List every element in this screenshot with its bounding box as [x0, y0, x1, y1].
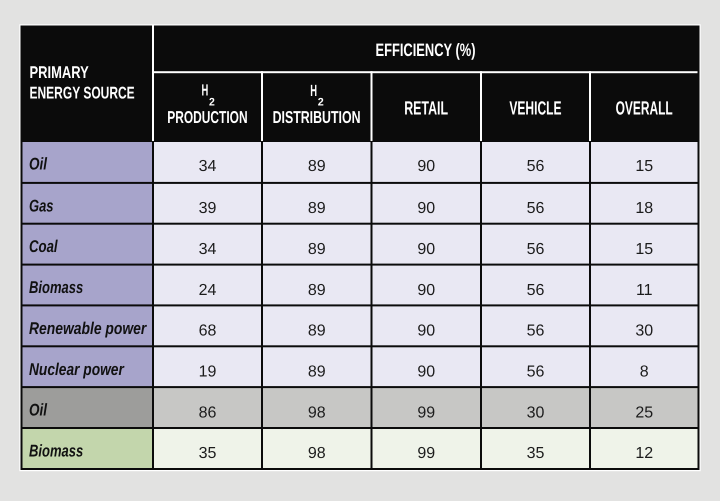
svg-text:11: 11 [636, 282, 653, 299]
svg-text:25: 25 [635, 404, 653, 421]
svg-text:90: 90 [417, 241, 435, 258]
svg-text:2: 2 [318, 97, 324, 109]
svg-text:2: 2 [209, 96, 215, 108]
svg-text:RETAIL: RETAIL [404, 99, 448, 120]
svg-text:OVERALL: OVERALL [616, 98, 673, 119]
svg-text:89: 89 [308, 323, 326, 340]
svg-text:34: 34 [199, 241, 217, 258]
svg-text:89: 89 [308, 364, 326, 381]
svg-text:Biomass: Biomass [29, 278, 83, 297]
svg-text:56: 56 [527, 364, 545, 381]
svg-text:30: 30 [635, 323, 653, 340]
svg-text:90: 90 [417, 158, 435, 175]
svg-text:56: 56 [527, 241, 545, 258]
svg-text:89: 89 [308, 200, 326, 217]
svg-text:56: 56 [527, 282, 545, 299]
svg-text:34: 34 [199, 158, 217, 175]
svg-text:Oil: Oil [29, 155, 48, 174]
svg-text:Oil: Oil [29, 401, 48, 420]
svg-text:15: 15 [635, 158, 653, 175]
svg-text:90: 90 [417, 364, 435, 381]
svg-text:H: H [310, 82, 317, 100]
svg-text:56: 56 [527, 200, 545, 217]
svg-text:89: 89 [308, 282, 326, 299]
svg-text:Gas: Gas [29, 196, 54, 215]
svg-text:PRIMARY: PRIMARY [30, 63, 90, 82]
svg-text:Renewable power: Renewable power [29, 319, 147, 338]
svg-text:PRODUCTION: PRODUCTION [167, 107, 247, 127]
svg-text:ENERGY SOURCE: ENERGY SOURCE [30, 84, 135, 103]
svg-text:VEHICLE: VEHICLE [509, 99, 561, 120]
svg-text:35: 35 [527, 445, 545, 462]
svg-text:39: 39 [199, 200, 217, 217]
svg-text:EFFICIENCY (%): EFFICIENCY (%) [376, 40, 476, 60]
svg-text:15: 15 [635, 241, 653, 258]
svg-text:19: 19 [199, 364, 217, 381]
svg-text:Nuclear power: Nuclear power [29, 360, 125, 379]
svg-text:12: 12 [635, 445, 653, 462]
svg-text:90: 90 [417, 282, 435, 299]
svg-text:90: 90 [417, 200, 435, 217]
svg-text:68: 68 [199, 323, 217, 340]
svg-text:98: 98 [308, 445, 326, 462]
svg-text:98: 98 [308, 404, 326, 421]
svg-text:Coal: Coal [29, 237, 59, 256]
svg-text:18: 18 [635, 200, 653, 217]
svg-text:H: H [202, 82, 209, 100]
svg-text:35: 35 [199, 445, 217, 462]
svg-text:99: 99 [417, 445, 435, 462]
svg-text:89: 89 [308, 241, 326, 258]
svg-text:86: 86 [199, 404, 217, 421]
svg-text:30: 30 [527, 404, 545, 421]
svg-text:56: 56 [527, 158, 545, 175]
svg-text:89: 89 [308, 158, 326, 175]
svg-text:Biomass: Biomass [29, 442, 83, 461]
svg-text:56: 56 [527, 323, 545, 340]
svg-text:8: 8 [640, 364, 649, 381]
svg-text:90: 90 [417, 323, 435, 340]
svg-text:DISTRIBUTION: DISTRIBUTION [273, 107, 361, 127]
svg-text:24: 24 [199, 282, 217, 299]
svg-text:99: 99 [417, 404, 435, 421]
